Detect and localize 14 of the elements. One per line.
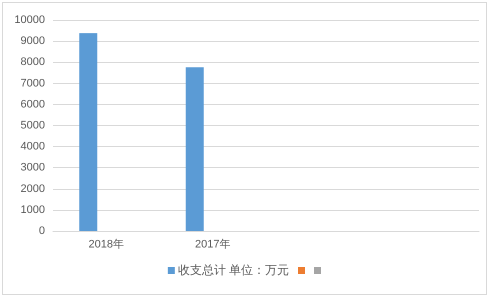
y-tick-label: 5000 [20, 120, 45, 132]
y-tick-label: 8000 [20, 56, 45, 68]
y-tick-label: 7000 [20, 77, 45, 90]
legend-label: 收支总计 单位：万元 [178, 263, 290, 277]
y-tick-label: 6000 [20, 98, 45, 110]
y-tick-label: 10000 [14, 14, 45, 26]
y-tick-label: 4000 [20, 140, 45, 153]
y-tick-label: 9000 [20, 35, 45, 48]
x-tick-label: 2017年 [195, 238, 230, 250]
x-tick-label: 2018年 [88, 238, 124, 250]
y-tick-label: 3000 [20, 162, 45, 174]
y-tick-label: 1000 [20, 204, 45, 216]
y-tick-label: 0 [38, 225, 45, 237]
y-tick-label: 2000 [20, 182, 45, 195]
